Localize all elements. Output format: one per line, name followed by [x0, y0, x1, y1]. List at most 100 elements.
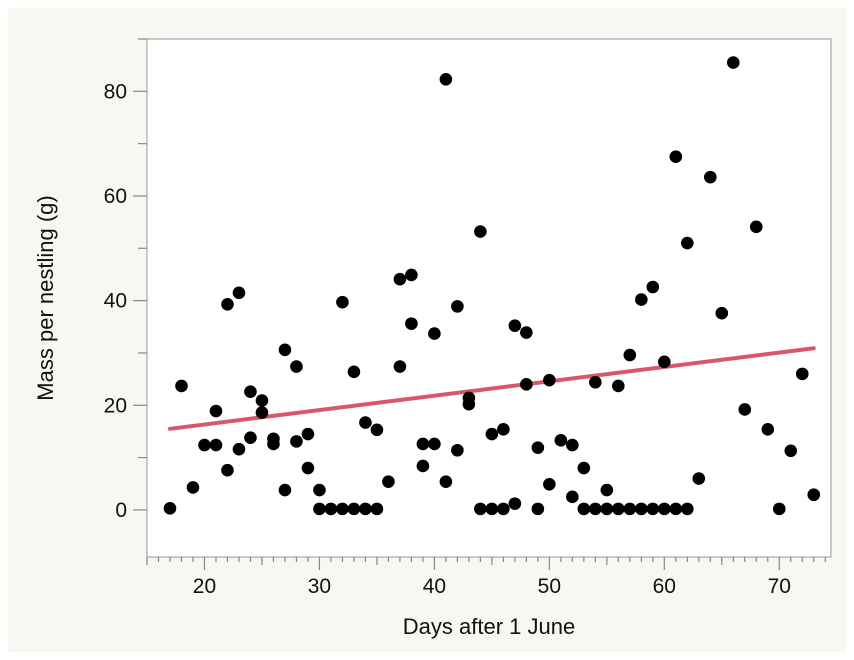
data-point	[623, 348, 637, 362]
x-tick-label: 40	[423, 575, 446, 598]
x-tick-label: 60	[653, 575, 676, 598]
data-point	[520, 378, 533, 391]
data-point	[669, 502, 683, 516]
data-point	[244, 385, 257, 398]
data-point	[508, 497, 522, 510]
data-point	[589, 502, 602, 516]
data-point	[795, 367, 809, 381]
data-point	[290, 360, 303, 373]
data-point	[175, 379, 188, 393]
x-tick-label: 30	[308, 575, 331, 598]
data-point	[635, 293, 648, 306]
data-point	[255, 394, 269, 407]
data-point	[462, 397, 476, 411]
data-point	[566, 438, 579, 452]
data-point	[290, 435, 303, 448]
data-point	[646, 280, 660, 294]
data-point	[324, 502, 338, 516]
data-point	[681, 502, 694, 516]
data-point	[497, 423, 510, 436]
trend-line	[167, 346, 816, 431]
data-point	[221, 297, 234, 311]
data-point	[278, 483, 292, 497]
data-point	[244, 431, 257, 445]
x-tick-label: 20	[193, 575, 216, 598]
data-point	[635, 502, 648, 516]
data-point	[612, 379, 625, 393]
data-point	[428, 437, 441, 451]
data-point	[416, 437, 430, 451]
data-point	[267, 437, 280, 451]
y-tick-label: 80	[104, 80, 127, 103]
data-point	[772, 502, 786, 516]
data-point	[163, 502, 177, 515]
data-point	[439, 72, 453, 86]
data-point	[370, 502, 384, 516]
data-point	[589, 375, 602, 389]
y-tick-label: 60	[104, 185, 127, 208]
data-point	[612, 502, 625, 516]
data-point	[336, 295, 349, 309]
data-point	[497, 502, 510, 516]
data-point	[474, 502, 487, 516]
data-point	[347, 365, 361, 379]
data-point	[382, 475, 395, 488]
x-tick-label: 50	[538, 575, 561, 598]
data-point	[439, 475, 453, 488]
data-point	[255, 406, 269, 419]
x-tick-label: 70	[768, 575, 791, 598]
data-point	[600, 483, 614, 497]
data-point	[485, 427, 499, 441]
data-point	[577, 502, 591, 516]
data-point	[198, 438, 211, 452]
data-point	[692, 472, 706, 485]
data-point	[577, 461, 591, 475]
data-point	[405, 317, 418, 330]
chart-frame: 20 30 40 50 60 70 0 20 40 60 80 Days after 1 June…	[8, 8, 846, 652]
data-point	[405, 268, 418, 282]
data-point	[428, 327, 441, 340]
data-point	[715, 306, 729, 320]
data-point	[520, 326, 533, 339]
data-point	[359, 502, 372, 516]
data-point	[508, 319, 522, 333]
data-point	[209, 404, 223, 418]
data-point	[278, 343, 292, 357]
data-point	[681, 236, 694, 250]
data-point	[658, 355, 671, 369]
data-point	[543, 373, 556, 387]
y-tick-label: 20	[104, 394, 127, 417]
data-point	[623, 502, 637, 516]
data-point	[301, 427, 315, 441]
data-point	[485, 502, 499, 516]
y-tick-label: 40	[104, 290, 127, 313]
data-point	[738, 403, 752, 416]
data-point	[221, 463, 234, 477]
data-point	[232, 286, 246, 300]
data-point	[566, 490, 579, 504]
data-point	[761, 423, 775, 436]
data-point	[313, 502, 326, 516]
data-point	[703, 170, 717, 184]
data-point	[669, 150, 683, 164]
x-axis-title: Days after 1 June	[403, 614, 575, 639]
data-point	[336, 502, 349, 516]
data-point	[554, 434, 568, 447]
y-tick-label: 0	[115, 499, 127, 522]
data-point	[451, 300, 464, 313]
data-point	[531, 441, 545, 454]
data-point	[347, 502, 361, 516]
data-point	[313, 483, 326, 497]
data-point	[658, 502, 671, 516]
y-axis-title: Mass per nestling (g)	[33, 195, 58, 400]
scatter-chart: 20 30 40 50 60 70 0 20 40 60 80 Days after 1 June…	[33, 38, 832, 639]
data-point	[726, 56, 740, 69]
data-point	[416, 459, 430, 473]
data-point	[784, 444, 798, 458]
data-point	[393, 360, 407, 373]
data-point	[186, 481, 200, 494]
plot-area	[146, 38, 832, 558]
data-point	[474, 225, 487, 238]
data-point	[359, 416, 372, 429]
data-point	[807, 488, 821, 502]
